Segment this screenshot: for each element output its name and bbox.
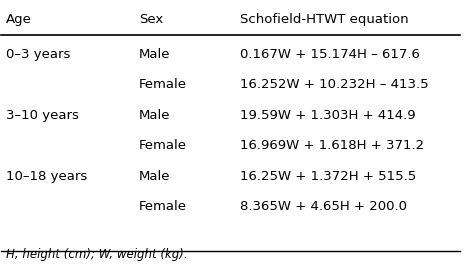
Text: Male: Male	[139, 109, 171, 122]
Text: H, height (cm); W, weight (kg).: H, height (cm); W, weight (kg).	[6, 248, 188, 261]
Text: 10–18 years: 10–18 years	[6, 170, 87, 183]
Text: Age: Age	[6, 13, 32, 27]
Text: Schofield-HTWT equation: Schofield-HTWT equation	[240, 13, 409, 27]
Text: Male: Male	[139, 170, 171, 183]
Text: 3–10 years: 3–10 years	[6, 109, 79, 122]
Text: 16.25W + 1.372H + 515.5: 16.25W + 1.372H + 515.5	[240, 170, 416, 183]
Text: Sex: Sex	[139, 13, 164, 27]
Text: 16.969W + 1.618H + 371.2: 16.969W + 1.618H + 371.2	[240, 139, 424, 152]
Text: 16.252W + 10.232H – 413.5: 16.252W + 10.232H – 413.5	[240, 79, 428, 91]
Text: Female: Female	[139, 200, 187, 213]
Text: 0–3 years: 0–3 years	[6, 48, 70, 61]
Text: Male: Male	[139, 48, 171, 61]
Text: Female: Female	[139, 139, 187, 152]
Text: Female: Female	[139, 79, 187, 91]
Text: 8.365W + 4.65H + 200.0: 8.365W + 4.65H + 200.0	[240, 200, 407, 213]
Text: 0.167W + 15.174H – 617.6: 0.167W + 15.174H – 617.6	[240, 48, 420, 61]
Text: 19.59W + 1.303H + 414.9: 19.59W + 1.303H + 414.9	[240, 109, 416, 122]
